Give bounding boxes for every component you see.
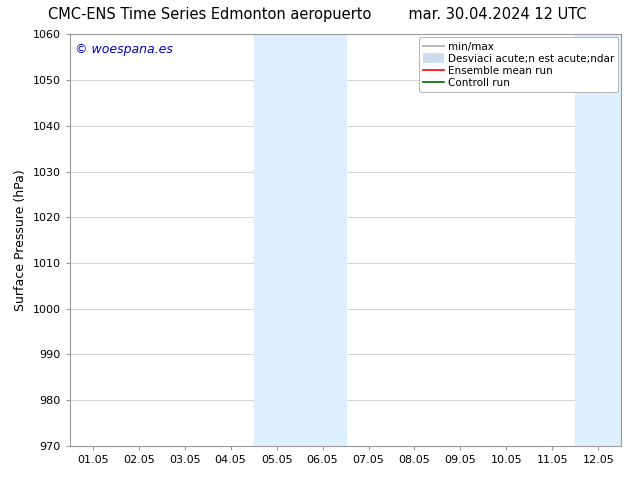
Bar [254,34,346,446]
Text: © woespana.es: © woespana.es [75,43,173,55]
Bar [575,34,634,446]
Y-axis label: Surface Pressure (hPa): Surface Pressure (hPa) [14,169,27,311]
Text: CMC-ENS Time Series Edmonton aeropuerto        mar. 30.04.2024 12 UTC: CMC-ENS Time Series Edmonton aeropuerto … [48,7,586,23]
Legend: min/max, Desviaci acute;n est acute;ndar, Ensemble mean run, Controll run: min/max, Desviaci acute;n est acute;ndar… [418,37,618,92]
